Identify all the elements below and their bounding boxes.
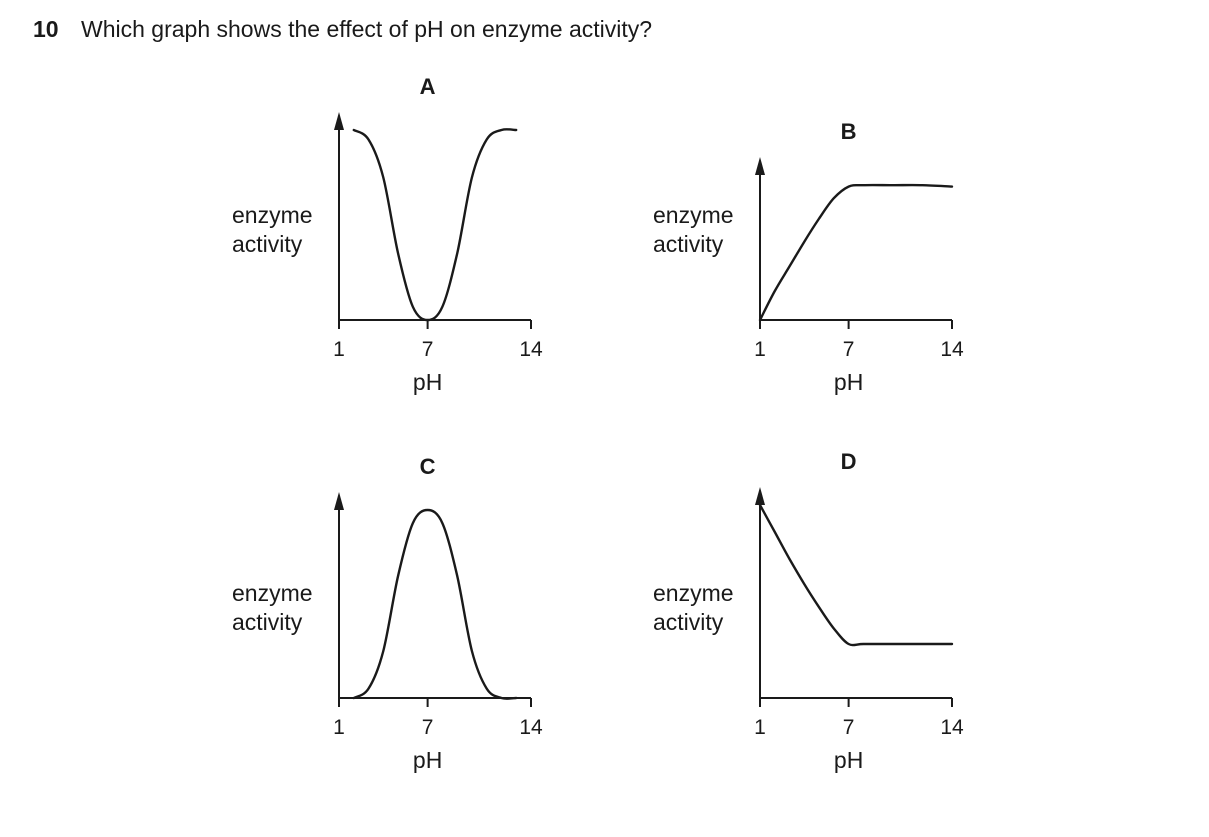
x-tick-label: 7 [422,716,434,739]
curve-line [352,508,518,700]
x-tick-label: 1 [333,338,345,361]
graph-label: D [841,449,857,474]
y-axis-label: activity [232,609,303,635]
x-tick-label: 7 [843,338,855,361]
graph-d: D 1 7 14 pH enzyme activity [653,449,964,773]
x-tick-label: 1 [754,338,766,361]
y-axis-label: activity [653,609,724,635]
x-axis-label: pH [834,369,863,395]
y-axis-arrow-icon [334,492,344,510]
graph-c: C 1 7 14 pH enzyme activity [232,454,543,773]
x-tick-label: 7 [843,716,855,739]
question: 10 Which graph shows the effect of pH on … [33,14,652,44]
x-tick-label: 14 [519,716,543,739]
curve-line [758,503,954,647]
x-tick-label: 1 [754,716,766,739]
y-axis-label: enzyme [653,580,734,606]
curve-line [758,183,954,322]
graph-label: B [841,119,857,144]
y-axis-arrow-icon [334,112,344,130]
x-tick-label: 14 [940,338,964,361]
graph-b: B 1 7 14 pH enzyme activity [653,119,964,395]
x-axis-label: pH [834,747,863,773]
graph-label: C [420,454,436,479]
y-axis-label: activity [232,231,303,257]
x-axis-label: pH [413,747,442,773]
y-axis-label: enzyme [232,580,313,606]
y-axis-label: enzyme [232,202,313,228]
x-tick-label: 7 [422,338,434,361]
question-text: Which graph shows the effect of pH on en… [81,16,653,42]
x-axis-label: pH [413,369,442,395]
y-axis-arrow-icon [755,157,765,175]
y-axis-arrow-icon [755,487,765,505]
y-axis-label: activity [653,231,724,257]
question-number: 10 [33,16,59,42]
graph-a: A 1 7 14 pH enzyme activity [232,74,543,395]
graph-label: A [420,74,436,99]
curve-line [352,128,518,322]
x-tick-label: 14 [940,716,964,739]
x-tick-label: 1 [333,716,345,739]
x-tick-label: 14 [519,338,543,361]
y-axis-label: enzyme [653,202,734,228]
